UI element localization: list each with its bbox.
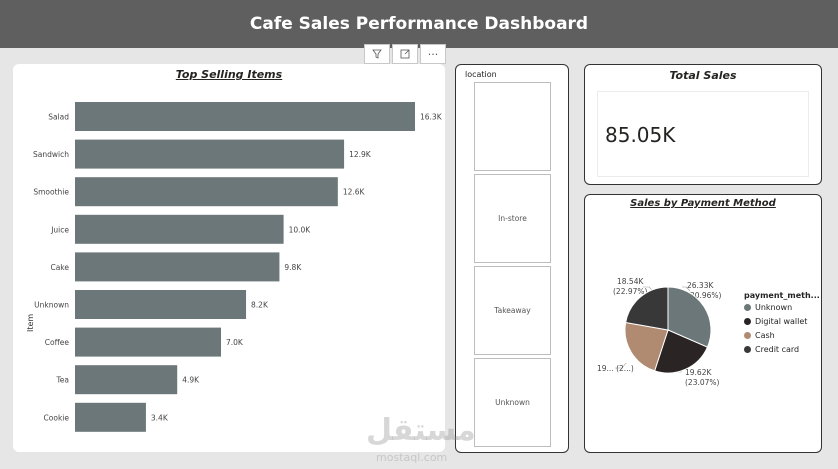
bar-category-label: Sandwich xyxy=(33,150,69,159)
pie-chart: 26.33K (30.96%) 19.62K (23.07%) 19... (2… xyxy=(597,277,722,387)
location-tile-blank[interactable] xyxy=(474,82,551,171)
pie-slice-credit-card[interactable] xyxy=(625,286,669,331)
bar-chart: Salad 16.3K Sandwich 12.9K Smoothie 12.6K Juic… xyxy=(33,102,443,432)
top-selling-items-card[interactable]: Top Selling Items Item Salad 16.3K Sandwic… xyxy=(13,64,445,452)
bar-cookie[interactable] xyxy=(75,402,146,432)
label-wallet-value: 19.62K xyxy=(685,368,712,377)
pie-slice-digital-wallet[interactable] xyxy=(653,329,709,374)
dashboard-header: Cafe Sales Performance Dashboard xyxy=(0,0,838,48)
bar-coffee[interactable] xyxy=(75,327,222,357)
bar-data-label: 12.9K xyxy=(349,150,372,159)
location-tile-takeaway[interactable]: Takeaway xyxy=(474,266,551,355)
bar-data-label: 9.8K xyxy=(284,263,302,272)
bar-category-label: Unknown xyxy=(34,301,69,310)
legend-label-credit-card: Credit card xyxy=(755,345,800,354)
bar-salad[interactable] xyxy=(75,102,415,131)
pie-legend: payment_meth... Unknown Digital wallet C… xyxy=(744,291,820,359)
leader-cash xyxy=(615,362,627,369)
kpi-inner-frame xyxy=(597,91,809,177)
label-cash: 19... (2...) xyxy=(597,364,634,373)
visual-toolbar: ··· xyxy=(364,44,446,64)
legend-item-cash[interactable]: Cash xyxy=(744,331,820,340)
label-credit-pct: (22.97%) xyxy=(613,287,648,296)
filter-icon[interactable] xyxy=(364,44,390,64)
focus-mode-icon[interactable] xyxy=(392,44,418,64)
legend-label-digital-wallet: Digital wallet xyxy=(755,317,808,326)
watermark-sub: mostaql.com xyxy=(376,451,448,464)
bar-smoothie[interactable] xyxy=(75,177,338,207)
bar-data-label: 3.4K xyxy=(151,413,169,422)
bar-tea[interactable] xyxy=(75,365,178,395)
total-sales-value: 85.05K xyxy=(605,123,676,147)
location-tile-in-store[interactable]: In-store xyxy=(474,174,551,263)
legend-dot-cash xyxy=(744,332,751,339)
label-wallet-pct: (23.07%) xyxy=(685,378,720,387)
bar-category-label: Tea xyxy=(55,376,69,385)
bar-cake[interactable] xyxy=(75,252,280,282)
leader-unknown xyxy=(682,286,691,292)
legend-item-digital-wallet[interactable]: Digital wallet xyxy=(744,317,820,326)
bar-category-label: Smoothie xyxy=(33,188,69,197)
total-sales-card: Total Sales 85.05K xyxy=(584,64,822,185)
label-unknown-pct: (30.96%) xyxy=(687,291,722,300)
payment-method-card: Sales by Payment Method 26.33K (30.96%) … xyxy=(584,194,822,453)
more-options-icon[interactable]: ··· xyxy=(420,44,446,64)
legend-item-credit-card[interactable]: Credit card xyxy=(744,345,820,354)
bar-category-label: Cookie xyxy=(44,413,70,422)
total-sales-title: Total Sales xyxy=(669,69,737,82)
bar-category-label: Coffee xyxy=(45,338,70,347)
watermark-logo: مستقل xyxy=(366,413,476,448)
bar-data-label: 12.6K xyxy=(343,188,366,197)
bar-category-label: Juice xyxy=(50,225,69,234)
legend-dot-unknown xyxy=(744,304,751,311)
legend-item-unknown[interactable]: Unknown xyxy=(744,303,820,312)
bar-data-label: 16.3K xyxy=(420,113,443,122)
bar-data-label: 7.0K xyxy=(226,338,244,347)
label-credit-value: 18.54K xyxy=(617,277,644,286)
legend-dot-digital-wallet xyxy=(744,318,751,325)
bar-data-label: 4.9K xyxy=(182,376,200,385)
dashboard-title: Cafe Sales Performance Dashboard xyxy=(249,14,589,34)
pie-slice-cash[interactable] xyxy=(624,321,669,372)
location-slicer: location In-store Takeaway Unknown xyxy=(455,64,569,453)
bar-chart-title: Top Selling Items xyxy=(175,68,283,81)
pie-slice-unknown[interactable] xyxy=(667,286,712,348)
legend-label-unknown: Unknown xyxy=(755,303,793,312)
bar-juice[interactable] xyxy=(75,214,284,244)
label-unknown-value: 26.33K xyxy=(687,281,714,290)
legend-dot-credit-card xyxy=(744,346,751,353)
bar-unknown[interactable] xyxy=(75,290,247,319)
bar-data-label: 8.2K xyxy=(251,301,269,310)
pie-chart-title: Sales by Payment Method xyxy=(630,198,776,209)
bar-category-label: Cake xyxy=(50,263,69,272)
bar-category-label: Salad xyxy=(48,113,69,122)
bar-sandwich[interactable] xyxy=(75,139,345,169)
legend-title: payment_meth... xyxy=(744,291,820,300)
location-slicer-title: location xyxy=(465,70,497,79)
location-tile-unknown[interactable]: Unknown xyxy=(474,358,551,447)
legend-label-cash: Cash xyxy=(755,331,775,340)
bar-data-label: 10.0K xyxy=(289,225,312,234)
